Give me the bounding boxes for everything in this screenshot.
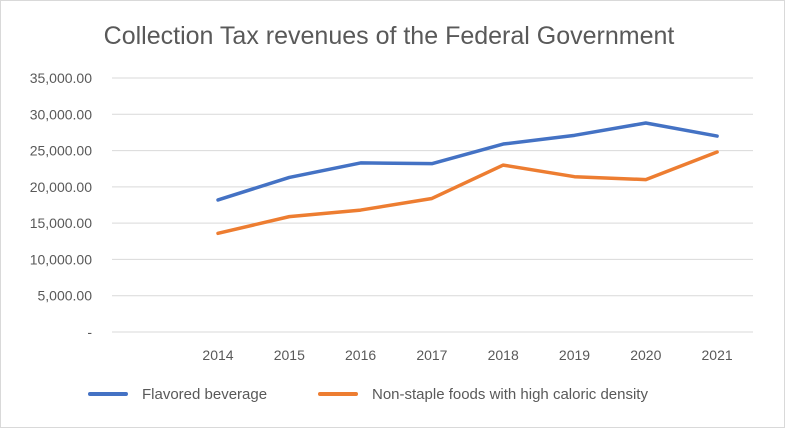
legend-label-flavored-beverage: Flavored beverage xyxy=(142,385,268,403)
y-tick-label: 35,000.00 xyxy=(30,70,92,86)
legend-item-non-staple-foods: Non-staple foods with high caloric densi… xyxy=(318,382,648,406)
chart-title: Collection Tax revenues of the Federal G… xyxy=(103,22,675,50)
y-tick-label: 20,000.00 xyxy=(30,179,92,195)
x-tick-label: 2021 xyxy=(702,347,733,363)
x-tick-label: 2015 xyxy=(274,347,305,363)
y-tick-label: - xyxy=(87,324,92,340)
legend-swatch-flavored-beverage xyxy=(88,392,128,396)
x-tick-label: 2018 xyxy=(488,347,519,363)
legend-swatch-non-staple-foods xyxy=(318,392,358,396)
y-tick-label: 30,000.00 xyxy=(30,106,92,122)
x-tick-label: 2019 xyxy=(559,347,590,363)
x-tick-label: 2020 xyxy=(630,347,661,363)
x-tick-label: 2017 xyxy=(416,347,447,363)
y-tick-label: 15,000.00 xyxy=(30,215,92,231)
series-line-1 xyxy=(216,150,719,236)
legend-item-flavored-beverage: Flavored beverage xyxy=(88,382,267,406)
chart-legend: Flavored beverage Non-staple foods with … xyxy=(0,382,785,406)
y-tick-label: 25,000.00 xyxy=(30,143,92,159)
y-tick-label: 5,000.00 xyxy=(38,288,93,304)
x-tick-label: 2014 xyxy=(202,347,233,363)
series-line-0 xyxy=(216,121,719,202)
y-tick-label: 10,000.00 xyxy=(30,251,92,267)
x-tick-label: 2016 xyxy=(345,347,376,363)
legend-label-non-staple-foods: Non-staple foods with high caloric densi… xyxy=(372,385,648,403)
